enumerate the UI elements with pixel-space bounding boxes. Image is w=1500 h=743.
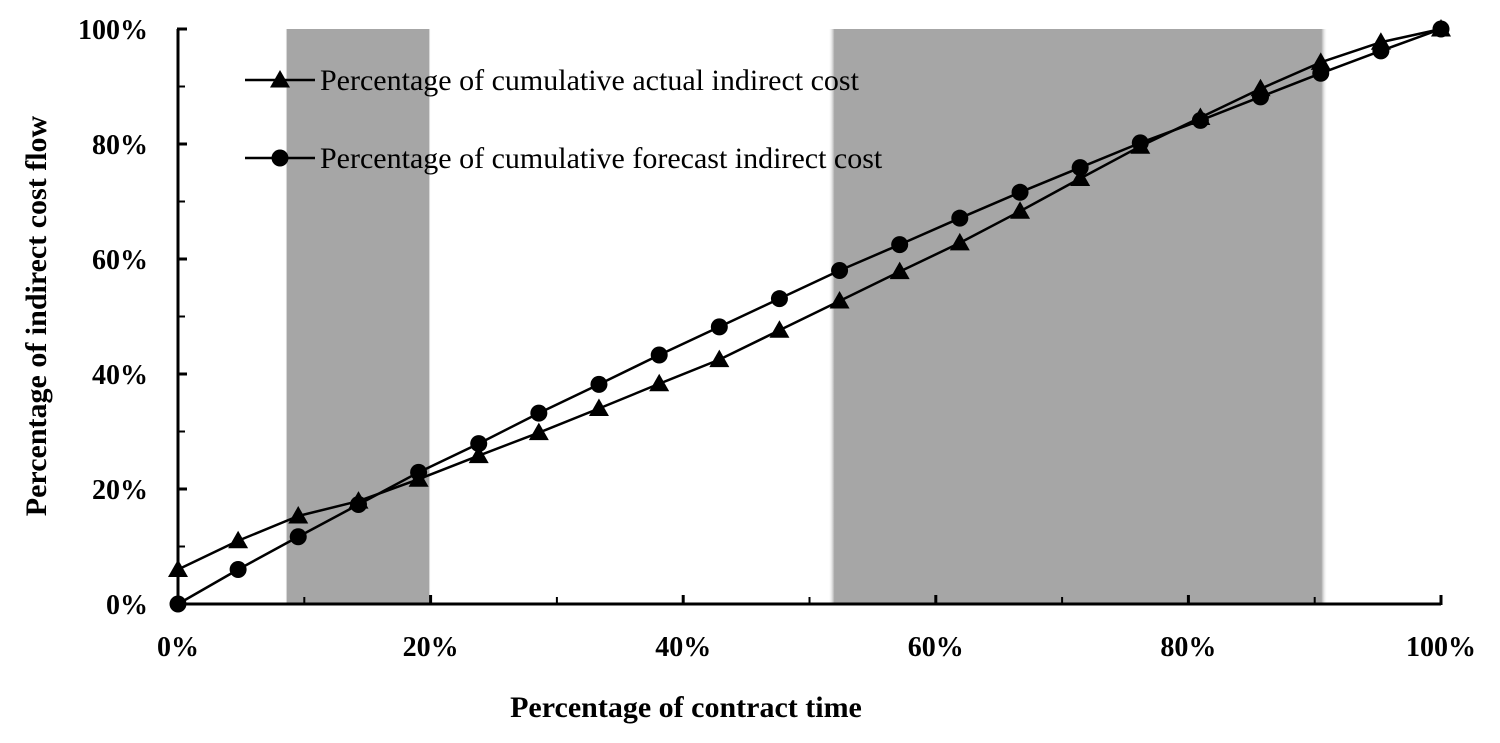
y-tick-label: 20%: [92, 475, 148, 506]
circle-marker: [831, 262, 849, 279]
triangle-marker: [528, 422, 549, 441]
x-tick-label: 80%: [1160, 632, 1216, 663]
shaded-region-1: [285, 29, 431, 604]
circle-marker: [530, 404, 548, 422]
triangle-marker: [588, 398, 609, 416]
legend-label: Percentage of cumulative actual indirect…: [320, 64, 860, 97]
circle-marker: [1252, 88, 1270, 106]
circle-marker: [770, 290, 788, 308]
y-tick-label: 0%: [106, 590, 148, 621]
circle-marker: [1432, 20, 1450, 38]
x-tick-label: 20%: [403, 632, 459, 663]
circle-marker: [349, 496, 367, 514]
triangle-marker: [829, 290, 850, 309]
y-tick-label: 80%: [92, 130, 148, 161]
x-axis-title: Percentage of contract time: [510, 691, 862, 724]
triangle-marker: [1310, 52, 1331, 70]
circle-marker: [951, 209, 969, 227]
triangle-marker: [228, 530, 249, 549]
circle-marker: [710, 318, 728, 336]
legend: Percentage of cumulative actual indirect…: [245, 64, 883, 175]
triangle-marker: [468, 445, 489, 464]
triangle-marker: [1070, 168, 1091, 186]
legend-marker: [270, 70, 290, 88]
x-tick-label: 0%: [157, 632, 199, 663]
circle-marker: [410, 463, 428, 481]
shaded-regions: [285, 29, 1328, 604]
circle-marker: [1011, 183, 1029, 201]
y-tick-label: 60%: [92, 245, 148, 276]
series-lines: [168, 19, 1451, 613]
x-tick-label: 100%: [1406, 632, 1476, 663]
series-2: [169, 20, 1450, 613]
legend-label: Percentage of cumulative forecast indire…: [320, 142, 883, 175]
circle-marker: [650, 346, 668, 364]
circle-marker: [1071, 159, 1089, 177]
y-tick-label: 100%: [78, 15, 148, 46]
axes: 0% 20% 40% 60% 80% 100% 0% 20% 40% 60% 80% 100%: [78, 15, 1476, 663]
circle-marker: [1131, 134, 1149, 152]
triangle-marker: [1010, 201, 1031, 219]
triangle-marker: [709, 349, 730, 368]
legend-marker: [271, 149, 289, 167]
triangle-marker: [288, 506, 309, 524]
triangle-marker: [949, 232, 970, 251]
x-tick-label: 40%: [655, 632, 711, 663]
triangle-marker: [649, 373, 670, 392]
circle-marker: [1191, 111, 1209, 129]
triangle-marker: [168, 559, 188, 577]
series-line: [177, 27, 1442, 571]
y-tick-label: 40%: [92, 360, 148, 391]
circle-marker: [590, 375, 608, 393]
circle-marker: [289, 528, 307, 546]
series-line: [177, 27, 1442, 606]
circle-marker: [1312, 64, 1330, 82]
x-tick-label: 60%: [908, 632, 964, 663]
y-axis-title: Percentage of indirect cost flow: [20, 115, 53, 516]
triangle-marker: [889, 261, 910, 280]
triangle-marker: [769, 320, 790, 338]
circle-marker: [1372, 42, 1390, 60]
circle-marker: [169, 595, 187, 613]
circle-marker: [229, 561, 247, 578]
shaded-region-2: [828, 29, 1328, 604]
circle-marker: [470, 435, 488, 453]
circle-marker: [891, 236, 909, 254]
